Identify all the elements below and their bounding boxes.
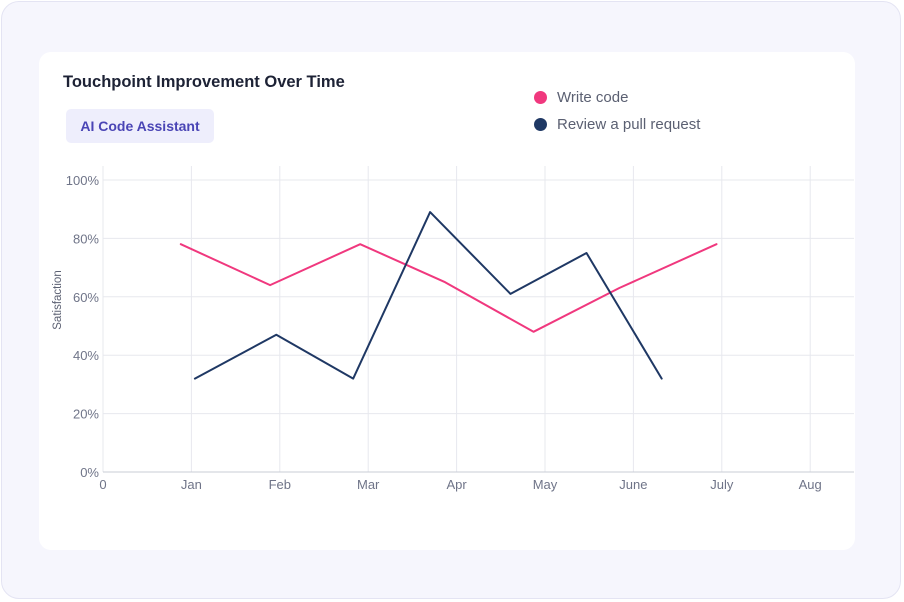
legend-dot-write-code [534,91,547,104]
grid [102,166,854,472]
legend-label-review-pull-request: Review a pull request [557,116,701,133]
tick-labels: 0% 20% 40% 60% 80% 100% 0 Jan Feb Mar Apr May June Ju… [66,173,822,492]
series [179,211,718,380]
x-tick-label: 0 [99,477,106,492]
x-tick-label: July [710,477,734,492]
legend-label-write-code: Write code [557,89,629,106]
x-tick-label: June [619,477,647,492]
y-tick-label: 0% [80,465,99,480]
ai-code-assistant-filter-button[interactable]: AI Code Assistant [66,109,214,143]
legend-item-write-code[interactable]: Write code [534,84,700,111]
chart-legend: Write code Review a pull request [534,84,700,138]
legend-dot-review-pull-request [534,118,547,131]
y-tick-label: 80% [73,231,99,246]
x-tick-label: Aug [799,477,822,492]
y-axis-label: Satisfaction [52,270,64,329]
x-tick-label: Jan [181,477,202,492]
x-tick-label: May [533,477,558,492]
y-tick-label: 60% [73,290,99,305]
x-tick-label: Feb [269,477,291,492]
x-tick-label: Mar [357,477,380,492]
series-line-review-a-pull-request [193,211,663,380]
chart-title: Touchpoint Improvement Over Time [63,73,345,91]
y-tick-label: 40% [73,348,99,363]
y-tick-label: 100% [66,173,100,188]
y-tick-label: 20% [73,407,99,422]
x-tick-label: Apr [446,477,467,492]
series-line-write-code [179,243,718,333]
legend-item-review-pull-request[interactable]: Review a pull request [534,111,700,138]
